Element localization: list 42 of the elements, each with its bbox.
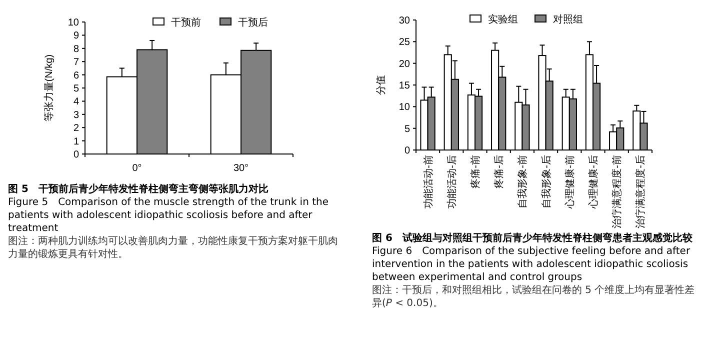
y-tick-label: 0 — [73, 150, 80, 160]
y-tick-label: 8 — [73, 44, 80, 55]
x-tick-label: 0° — [132, 163, 142, 174]
text: 图注：干预后，和对照组相比，试验组在问卷的 5 个维度上均有显著性差异(P < 0.05)。 — [372, 284, 696, 310]
x-tick-label: 治疗满意程度-后 — [634, 155, 647, 228]
y-tick-label: 20 — [398, 58, 410, 70]
x-tick-label: 自我形象-后 — [540, 155, 552, 208]
y-tick-label: 4 — [73, 96, 80, 108]
text: 图 5 干预前后青少年特发性脊柱侧弯主弯侧等张肌力对比 — [8, 183, 270, 196]
legend-label: 干预后 — [238, 16, 268, 28]
text: Figure 5 Comparison of the muscle strength of the trunk in the patients with adolescent idiopathic scoliosis before and after treatment — [8, 196, 330, 235]
y-tick-label: 9 — [73, 30, 80, 42]
x-tick-label: 疼痛-前 — [470, 155, 482, 188]
legend-label: 实验组 — [488, 14, 518, 26]
text: Figure 6 Comparison of the subjective feeling before and after intervention in the patients with adolescent idiopathic scoliosis between experimental and control groups — [372, 245, 692, 284]
x-tick-label: 疼痛-后 — [493, 155, 506, 188]
legend-label: 干预前 — [171, 16, 201, 28]
legend-label: 对照组 — [553, 14, 583, 26]
y-tick-label: 5 — [404, 124, 410, 135]
x-tick-label: 功能活动-前 — [422, 155, 434, 208]
y-tick-label: 10 — [68, 18, 80, 28]
x-tick-label: 自我形象-前 — [516, 155, 529, 208]
x-tick-label: 功能活动-后 — [446, 155, 458, 208]
x-tick-label: 心理健康-前 — [564, 155, 576, 210]
y-tick-label: 2 — [73, 123, 80, 134]
y-axis-title: 等张力量(N/kg) — [43, 54, 55, 122]
text: 图注：两种肌力训练均可以改善肌肉力量，功能性康复干预方案对躯干肌肉力量的锻炼更具有针对性。 — [8, 235, 338, 261]
y-tick-label: 30 — [398, 16, 410, 26]
x-tick-label: 治疗满意程度-前 — [611, 155, 624, 228]
y-tick-label: 25 — [398, 37, 410, 48]
y-tick-label: 7 — [73, 57, 80, 68]
y-tick-label: 0 — [404, 146, 410, 156]
y-tick-label: 1 — [73, 136, 80, 148]
y-tick-label: 6 — [73, 70, 80, 82]
y-tick-label: 15 — [398, 80, 410, 92]
x-tick-label: 30° — [233, 163, 249, 174]
text: 图 6 试验组与对照组干预前后青少年特发性脊柱侧弯患者主观感觉比较 — [372, 232, 694, 245]
y-axis-title: 分值 — [375, 75, 387, 95]
y-tick-label: 3 — [73, 110, 80, 121]
y-tick-label: 5 — [73, 84, 80, 94]
x-tick-label: 心理健康-后 — [588, 155, 600, 210]
y-tick-label: 10 — [398, 102, 410, 114]
